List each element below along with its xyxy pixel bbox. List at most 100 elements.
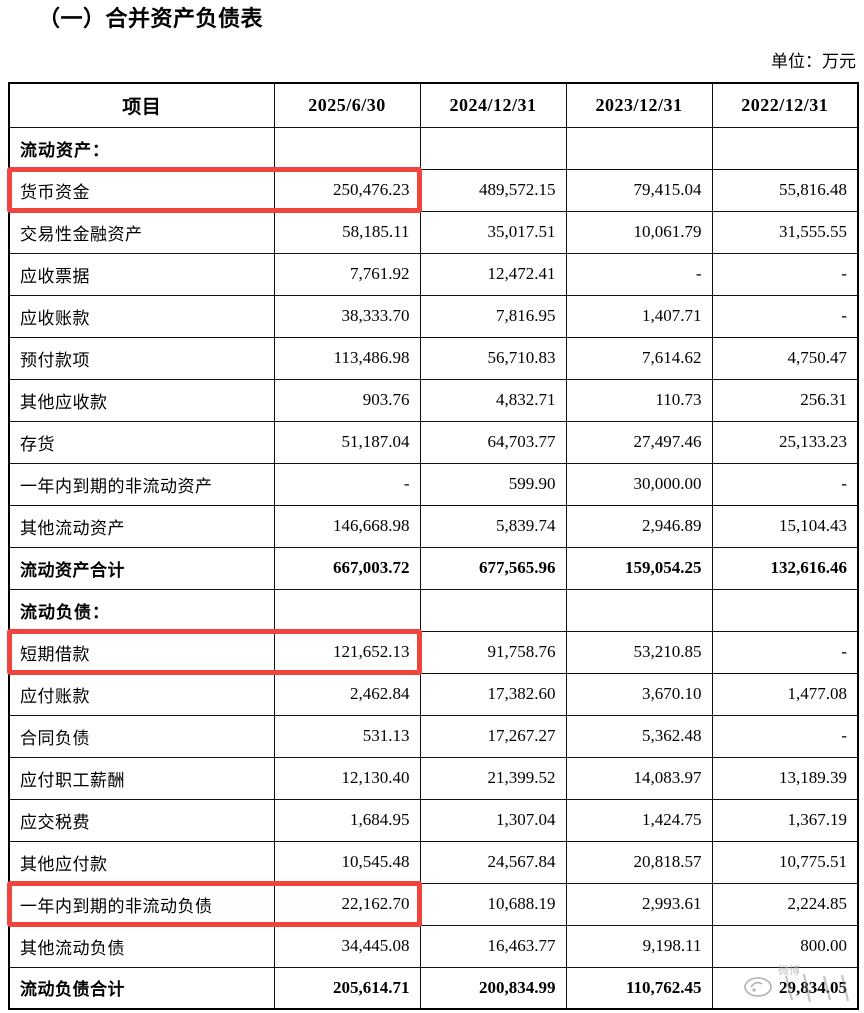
cell-value: 79,415.04 — [565, 168, 713, 212]
table-row: 其他应收款 903.76 4,832.71 110.73 256.31 — [8, 378, 859, 422]
table-header: 项目 2025/6/30 2024/12/31 2023/12/31 2022/… — [8, 82, 859, 128]
column-header-2022: 2022/12/31 — [711, 82, 859, 128]
cell-value: - — [711, 714, 859, 758]
page-title: （一）合并资产负债表 — [38, 6, 264, 31]
column-header-2025: 2025/6/30 — [273, 82, 421, 128]
cell-value — [711, 126, 859, 170]
cell-value: 110.73 — [565, 378, 713, 422]
cell-value: - — [711, 252, 859, 296]
table-row: 应付职工薪酬 12,130.40 21,399.52 14,083.97 13,189.… — [8, 756, 859, 800]
cell-value: 51,187.04 — [273, 420, 421, 464]
cell-value: 16,463.77 — [419, 924, 567, 968]
table-row: 预付款项 113,486.98 56,710.83 7,614.62 4,750.47 — [8, 336, 859, 380]
cell-value: 38,333.70 — [273, 294, 421, 338]
table-row: 应收票据 7,761.92 12,472.41- - — [8, 252, 859, 296]
cell-value: 132,616.46 — [711, 546, 859, 590]
table-row: 应付账款 2,462.84 17,382.60 3,670.10 1,477.08 — [8, 672, 859, 716]
cell-value: 10,775.51 — [711, 840, 859, 884]
cell-value: 1,307.04 — [419, 798, 567, 842]
table-row: 流动资产： — [8, 126, 859, 170]
row-label: 一年内到期的非流动资产 — [8, 462, 275, 506]
cell-value: 22,162.70 — [273, 882, 421, 926]
cell-value: 27,497.46 — [565, 420, 713, 464]
cell-value: - — [273, 462, 421, 506]
cell-value: 1,367.19 — [711, 798, 859, 842]
cell-value: 30,000.00 — [565, 462, 713, 506]
cell-value — [273, 126, 421, 170]
cell-value: 7,614.62 — [565, 336, 713, 380]
cell-value: 56,710.83 — [419, 336, 567, 380]
row-label: 流动资产合计 — [8, 546, 275, 590]
cell-value: 4,832.71 — [419, 378, 567, 422]
cell-value: 64,703.77 — [419, 420, 567, 464]
cell-value: 53,210.85 — [565, 630, 713, 674]
cell-value: 3,670.10 — [565, 672, 713, 716]
cell-value: 12,130.40 — [273, 756, 421, 800]
table-row: 应交税费 1,684.95 1,307.04 1,424.75 1,367.19 — [8, 798, 859, 842]
row-label: 流动负债： — [8, 588, 275, 632]
cell-value: 58,185.11 — [273, 210, 421, 254]
row-label: 预付款项 — [8, 336, 275, 380]
cell-value: 677,565.96 — [419, 546, 567, 590]
cell-value: 113,486.98 — [273, 336, 421, 380]
cell-value: 7,761.92 — [273, 252, 421, 296]
table-row: 合同负债 531.13 17,267.27 5,362.48- — [8, 714, 859, 758]
row-label: 流动资产： — [8, 126, 275, 170]
row-label: 其他流动负债 — [8, 924, 275, 968]
cell-value: 91,758.76 — [419, 630, 567, 674]
cell-value: 31,555.55 — [711, 210, 859, 254]
table-row: 存货 51,187.04 64,703.77 27,497.46 25,133.23 — [8, 420, 859, 464]
cell-value: 12,472.41 — [419, 252, 567, 296]
row-label: 存货 — [8, 420, 275, 464]
cell-value — [711, 588, 859, 632]
cell-value: 1,424.75 — [565, 798, 713, 842]
cell-value: - — [711, 630, 859, 674]
row-label: 应付账款 — [8, 672, 275, 716]
cell-value: 2,462.84 — [273, 672, 421, 716]
cell-value: 17,267.27 — [419, 714, 567, 758]
cell-value: 159,054.25 — [565, 546, 713, 590]
cell-value — [273, 588, 421, 632]
table-row: 货币资金 250,476.23 489,572.15 79,415.04 55,816.… — [8, 168, 859, 212]
cell-value: 21,399.52 — [419, 756, 567, 800]
cell-value: 1,684.95 — [273, 798, 421, 842]
cell-value: 205,614.71 — [273, 966, 421, 1010]
table-row: 应收账款 38,333.70 7,816.95 1,407.71- — [8, 294, 859, 338]
cell-value: 4,750.47 — [711, 336, 859, 380]
cell-value: 531.13 — [273, 714, 421, 758]
header-row: 项目 2025/6/30 2024/12/31 2023/12/31 2022/… — [8, 82, 859, 128]
cell-value: 13,189.39 — [711, 756, 859, 800]
cell-value: 2,993.61 — [565, 882, 713, 926]
cell-value: 800.00 — [711, 924, 859, 968]
row-label: 其他应付款 — [8, 840, 275, 884]
table-row: 一年内到期的非流动负债 22,162.70 10,688.19 2,993.61 2,2… — [8, 882, 859, 926]
cell-value: 24,567.84 — [419, 840, 567, 884]
cell-value: 903.76 — [273, 378, 421, 422]
row-label: 应付职工薪酬 — [8, 756, 275, 800]
table-row: 其他流动负债 34,445.08 16,463.77 9,198.11 800.00 — [8, 924, 859, 968]
cell-value: 15,104.43 — [711, 504, 859, 548]
table-row: 其他应付款 10,545.48 24,567.84 20,818.57 10,775.5… — [8, 840, 859, 884]
cell-value: 10,688.19 — [419, 882, 567, 926]
cell-value: 2,946.89 — [565, 504, 713, 548]
cell-value: 10,061.79 — [565, 210, 713, 254]
cell-value: 200,834.99 — [419, 966, 567, 1010]
cell-value: 250,476.23 — [273, 168, 421, 212]
row-label: 其他流动资产 — [8, 504, 275, 548]
cell-value: 7,816.95 — [419, 294, 567, 338]
cell-value: 489,572.15 — [419, 168, 567, 212]
cell-value: 17,382.60 — [419, 672, 567, 716]
table-row: 一年内到期的非流动资产 -599.90 30,000.00- — [8, 462, 859, 506]
cell-value: 110,762.45 — [565, 966, 713, 1010]
table-body: 流动资产： 货币资金 250,476.23 489,572.15 79,415.04 55… — [8, 126, 859, 1010]
cell-value: 35,017.51 — [419, 210, 567, 254]
table-row: 其他流动资产 146,668.98 5,839.74 2,946.89 15,104.4… — [8, 504, 859, 548]
balance-sheet-table-wrapper: 项目 2025/6/30 2024/12/31 2023/12/31 2022/… — [7, 82, 859, 1010]
cell-value: 29,834.05 — [711, 966, 859, 1010]
row-label: 应收账款 — [8, 294, 275, 338]
cell-value: - — [711, 294, 859, 338]
table-row: 流动负债合计 205,614.71 200,834.99 110,762.45 29,8… — [8, 966, 859, 1010]
row-label: 短期借款 — [8, 630, 275, 674]
column-header-item: 项目 — [8, 82, 275, 128]
cell-value: 121,652.13 — [273, 630, 421, 674]
